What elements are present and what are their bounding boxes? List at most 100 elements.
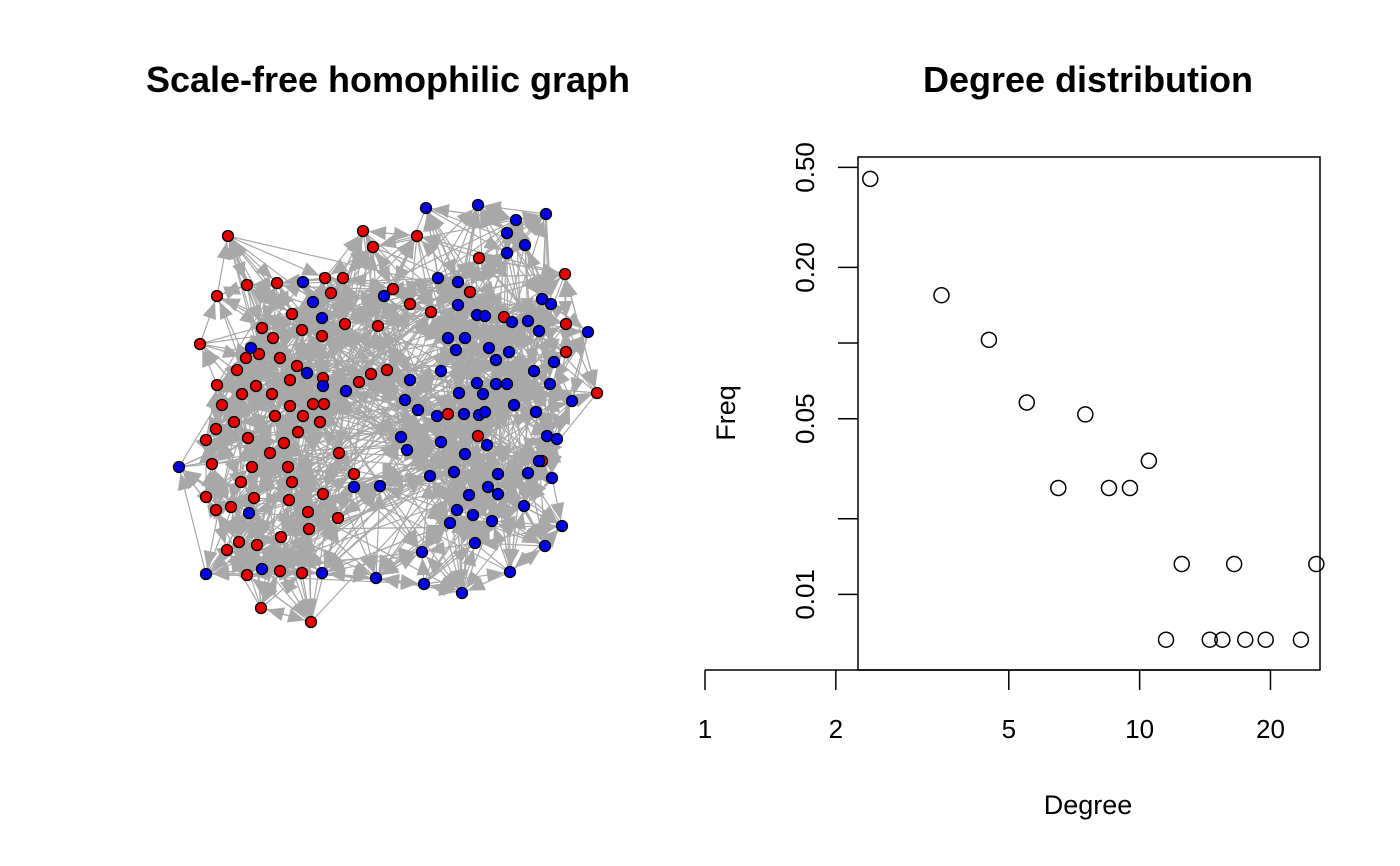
data-point [1140,452,1158,470]
data-point [1050,479,1067,497]
network-arrowhead [282,273,301,288]
network-edge [179,472,207,575]
network-arrowhead [441,394,460,411]
network-nodes [172,198,604,629]
network-edge [375,458,462,579]
network-arrowhead [271,486,289,504]
network-arrowhead [323,549,337,568]
node-blue [449,343,463,357]
network-arrowhead [522,549,541,566]
node-red [250,538,264,552]
node-blue [242,506,256,520]
plot-box [857,156,1321,671]
network-arrowhead [216,241,231,260]
node-red [352,375,366,389]
network-arrowhead [286,609,306,623]
node-blue [411,403,425,417]
network-arrowhead [483,235,502,251]
network-arrowhead [327,305,347,319]
node-red [302,522,316,536]
node-red [291,425,305,439]
node-blue [419,201,433,215]
network-arrowhead [463,396,482,413]
network-arrowhead [540,505,558,523]
network-arrowhead [511,388,529,406]
node-red [386,282,400,296]
node-blue [462,488,476,502]
network-arrowhead [488,324,507,338]
node-red [270,276,284,290]
network-arrowhead [326,552,344,569]
network-arrowhead [350,310,370,324]
network-arrowhead [222,286,242,300]
network-arrowhead [488,450,502,469]
node-red [247,491,261,505]
network-arrowhead [412,452,428,471]
network-arrowhead [362,300,380,318]
network-arrowhead [270,384,287,403]
network-arrowhead [432,353,451,369]
network-arrowhead [469,320,484,339]
network-arrowhead [323,427,339,446]
node-red [240,568,254,582]
network-arrowhead [214,469,228,488]
network-arrowhead [538,519,557,534]
network-arrowhead [266,607,286,621]
node-red [263,446,277,460]
node-blue [466,508,480,522]
node-red [295,566,309,580]
node-blue [458,331,472,345]
network-arrowhead [418,445,437,462]
network-arrowhead [522,276,539,295]
node-blue [502,345,516,359]
node-red [282,493,296,507]
node-red [235,387,249,401]
network-arrowhead [352,568,371,583]
node-blue [172,460,186,474]
x-tick-label: 5 [1002,714,1016,744]
node-red [232,535,246,549]
network-arrowhead [492,258,507,278]
node-red [281,460,295,474]
node-blue [300,366,314,380]
network-arrowhead [364,384,383,398]
node-blue [244,341,258,355]
data-point [1225,555,1243,573]
data-point [1308,555,1325,573]
node-red [230,363,244,377]
network-arrowhead [467,577,486,591]
network-arrowhead [378,554,393,573]
node-blue [394,430,408,444]
network-arrowhead [465,342,484,357]
network-arrowhead [294,487,309,506]
degree-title: Degree distribution [923,59,1253,100]
network-arrowhead [393,226,412,241]
network-arrowhead [521,529,540,544]
network-arrowhead [303,427,322,442]
node-red [210,289,224,303]
x-tick-label: 1 [698,714,712,744]
network-arrowhead [327,568,346,583]
network-arrowhead [254,500,274,514]
node-blue [529,405,543,419]
node-blue [491,467,505,481]
node-blue [315,566,329,580]
network-arrowhead [237,443,252,462]
network-arrowhead [443,418,461,437]
network-arrowhead [396,355,410,375]
network-arrowhead [268,316,287,331]
network-arrowhead [453,477,468,497]
network-arrowhead [265,545,280,564]
node-blue [458,447,472,461]
network-arrowhead [554,387,573,404]
node-red [403,297,417,311]
node-blue [518,238,532,252]
network-arrowhead [525,218,543,236]
network-arrowhead [345,283,360,302]
network-arrowhead [230,555,245,574]
network-arrowhead [215,441,232,460]
network-arrowhead [528,522,543,541]
network-arrowhead [503,496,522,510]
network-arrowhead [440,486,455,505]
network-arrowhead [410,396,429,411]
